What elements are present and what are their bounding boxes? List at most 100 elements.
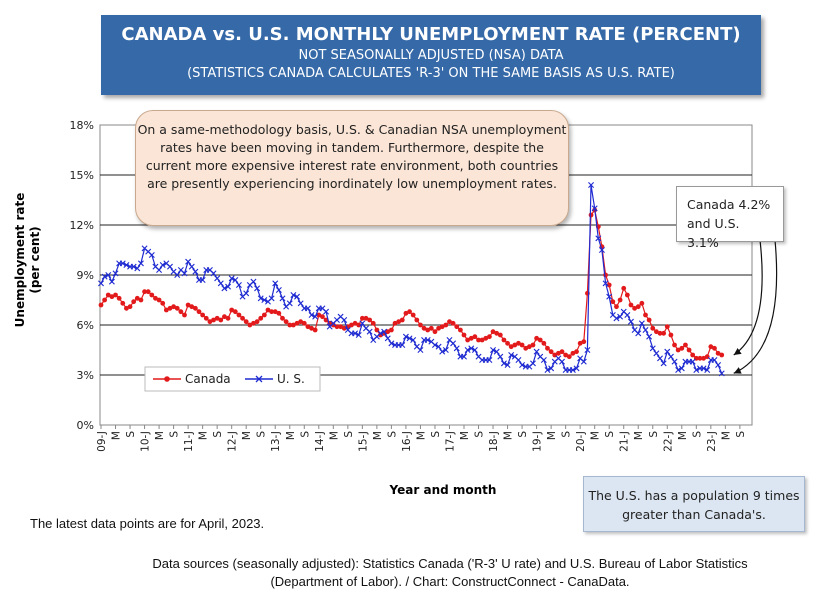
us-data-point <box>595 235 602 242</box>
canada-data-point <box>113 292 118 298</box>
canada-data-point <box>203 315 209 321</box>
canada-data-point <box>309 325 314 331</box>
us-data-point <box>471 347 478 353</box>
canada-data-point <box>149 292 155 298</box>
us-data-point <box>493 348 500 355</box>
canada-data-point <box>276 310 282 316</box>
canada-data-point <box>127 304 133 310</box>
latest-us-text: and U.S. 3.1% <box>687 216 740 250</box>
x-tick-label: M <box>285 431 297 440</box>
us-data-point <box>675 367 682 373</box>
us-data-point <box>134 265 141 272</box>
canada-data-point <box>501 337 507 343</box>
data-sources-line-1: Data sources (seasonally adjusted): Stat… <box>152 556 748 571</box>
population-callout: The U.S. has a population 9 times greate… <box>583 476 805 532</box>
canada-data-point <box>483 335 489 341</box>
us-data-point <box>417 347 424 353</box>
canada-data-point <box>497 332 503 338</box>
us-data-point <box>250 278 257 285</box>
canada-data-point <box>505 340 510 346</box>
canada-data-point <box>225 315 231 321</box>
canada-data-point <box>120 300 126 306</box>
us-data-point <box>410 337 417 343</box>
us-data-point <box>268 295 275 302</box>
canada-data-point <box>200 312 206 318</box>
canada-data-point <box>178 309 184 315</box>
us-data-point <box>308 312 315 318</box>
canada-data-point <box>530 342 536 348</box>
us-data-point <box>649 345 656 352</box>
canada-data-point <box>548 349 554 355</box>
canada-data-point <box>407 309 412 315</box>
us-data-point <box>388 340 395 347</box>
us-data-point <box>381 328 388 335</box>
x-tick-label: S <box>256 431 268 438</box>
us-data-point <box>366 328 373 335</box>
x-tick-label: M <box>677 431 689 440</box>
canada-data-point <box>450 320 456 326</box>
canada-data-point <box>537 337 543 343</box>
us-data-point <box>108 278 115 285</box>
canada-data-point <box>414 317 420 323</box>
us-data-point <box>464 347 471 353</box>
canada-data-point <box>461 332 467 338</box>
canada-data-point <box>269 309 275 315</box>
us-data-point <box>453 345 460 352</box>
canada-data-point <box>614 304 619 310</box>
x-tick-label: 16-J <box>401 431 413 452</box>
canada-data-point <box>472 334 478 340</box>
us-data-point <box>646 333 653 340</box>
canada-data-point <box>153 295 158 301</box>
us-data-point <box>544 367 551 373</box>
chart-title-box: CANADA vs. U.S. MONTHLY UNEMPLOYMENT RAT… <box>101 15 761 95</box>
canada-data-point <box>392 320 398 326</box>
canada-data-point <box>251 320 256 326</box>
x-tick-label: 11-J <box>183 431 195 452</box>
us-data-point <box>580 358 587 365</box>
canada-data-point <box>410 312 416 318</box>
us-data-point <box>119 260 126 267</box>
canada-data-point <box>621 285 627 291</box>
us-data-point <box>137 260 144 267</box>
x-tick-label: M <box>503 431 515 440</box>
canada-data-point <box>679 345 685 351</box>
us-data-point <box>384 335 391 342</box>
canada-data-point <box>570 350 576 356</box>
latest-data-note: The latest data points are for April, 20… <box>30 516 265 531</box>
us-data-point <box>352 330 359 337</box>
x-tick-label: 19-J <box>532 431 544 452</box>
canada-data-point <box>229 307 235 313</box>
canada-series-line <box>100 208 722 359</box>
us-data-point <box>624 312 631 318</box>
canada-data-point <box>138 297 144 303</box>
x-tick-label: S <box>561 431 573 438</box>
us-data-point <box>112 270 119 277</box>
data-sources-line-2: (Department of Labor). / Chart: Construc… <box>270 574 630 589</box>
us-data-point <box>504 362 511 368</box>
canada-data-point <box>581 339 587 345</box>
y-tick-label: 3% <box>77 369 94 382</box>
us-data-point <box>185 258 192 265</box>
canada-data-point <box>672 342 677 348</box>
us-data-point <box>588 182 595 188</box>
us-data-point <box>468 345 475 352</box>
canada-data-point <box>508 344 514 350</box>
us-data-point <box>617 313 624 320</box>
us-data-point <box>424 337 431 343</box>
x-tick-label: 17-J <box>444 431 456 452</box>
x-tick-label: S <box>169 431 181 438</box>
us-data-point <box>693 367 700 373</box>
x-tick-label: M <box>415 431 427 440</box>
x-tick-label: M <box>198 431 210 440</box>
canada-data-point <box>646 317 652 323</box>
canada-data-point <box>131 299 137 305</box>
canada-data-point <box>102 297 108 303</box>
canada-data-point <box>566 354 572 360</box>
canada-data-point <box>163 307 169 313</box>
canada-data-point <box>182 312 187 318</box>
chart-subtitle-2: (STATISTICS CANADA CALCULATES 'R-3' ON T… <box>187 66 675 81</box>
us-data-point <box>689 358 696 365</box>
us-data-point <box>225 283 232 290</box>
canada-data-point <box>425 327 431 333</box>
x-tick-label: S <box>125 431 137 438</box>
